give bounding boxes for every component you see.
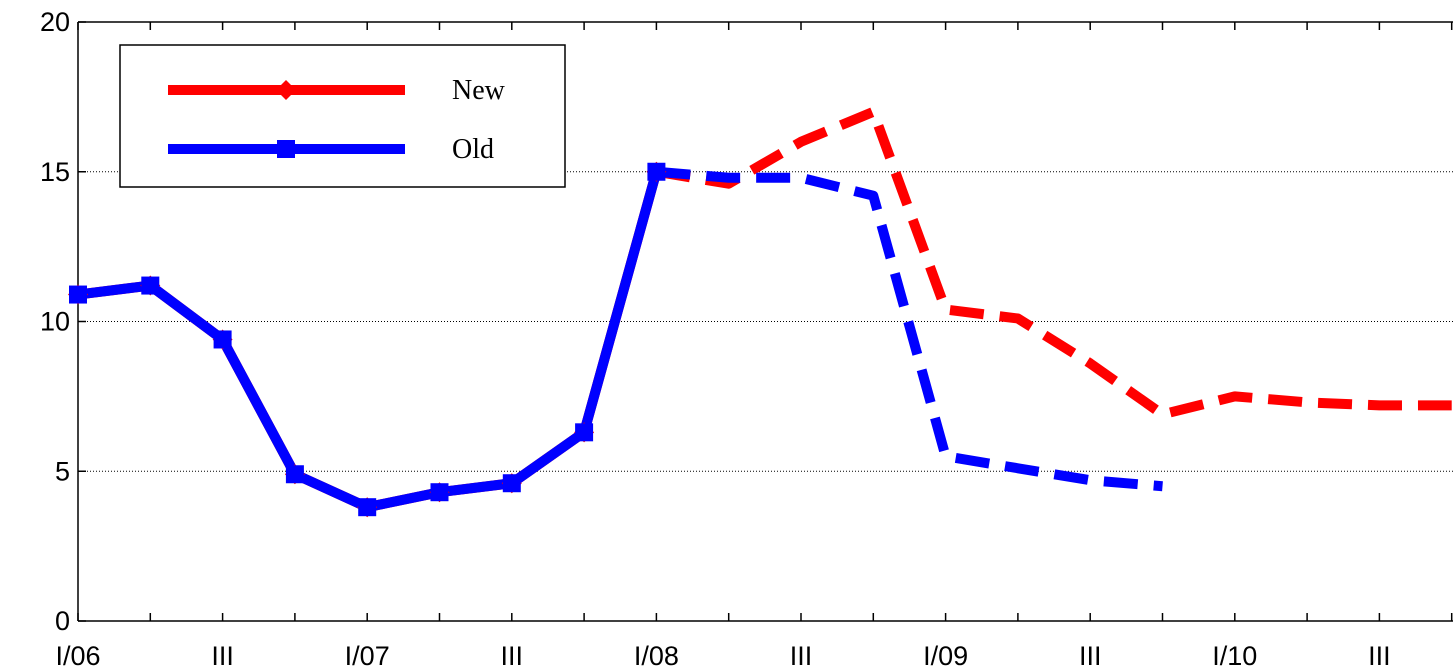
- marker: [276, 80, 296, 100]
- marker: [430, 483, 449, 502]
- marker: [647, 162, 666, 181]
- marker: [285, 465, 304, 484]
- marker: [277, 140, 295, 158]
- y-tick-label: 5: [55, 456, 70, 486]
- y-tick-label: 10: [40, 307, 70, 337]
- marker: [213, 330, 232, 349]
- x-tick-label: I/10: [1212, 641, 1257, 671]
- x-tick-label: III: [1368, 641, 1391, 671]
- grid: 0 5 10 15 20 I/06 III I/07 III I/08 III I/09 III I/10…: [40, 7, 1453, 671]
- x-tick-label: I/06: [55, 641, 100, 671]
- x-tick-label: I/07: [345, 641, 390, 671]
- legend-label: New: [452, 75, 506, 106]
- legend: New Old: [119, 44, 566, 188]
- marker: [502, 474, 521, 493]
- line-forecast: [655, 106, 1452, 420]
- marker: [141, 276, 160, 295]
- legend-label: Old: [452, 134, 494, 165]
- marker: [69, 285, 87, 304]
- legend-box: [119, 44, 566, 188]
- x-tick-label: III: [211, 641, 234, 671]
- x-tick-label: I/08: [634, 641, 679, 671]
- plot: [68, 106, 1452, 518]
- line: [77, 170, 662, 513]
- x-tick-label: III: [790, 641, 813, 671]
- x-tick-label: III: [1079, 641, 1102, 671]
- marker: [358, 498, 377, 517]
- marker: [575, 423, 594, 442]
- x-tick-label: III: [501, 641, 524, 671]
- line: [77, 170, 662, 513]
- x-tick-label: I/09: [923, 641, 968, 671]
- y-tick-label: 20: [40, 7, 70, 37]
- y-tick-label: 15: [40, 157, 70, 187]
- line-forecast: [655, 166, 1163, 492]
- y-tick-label: 0: [55, 606, 70, 636]
